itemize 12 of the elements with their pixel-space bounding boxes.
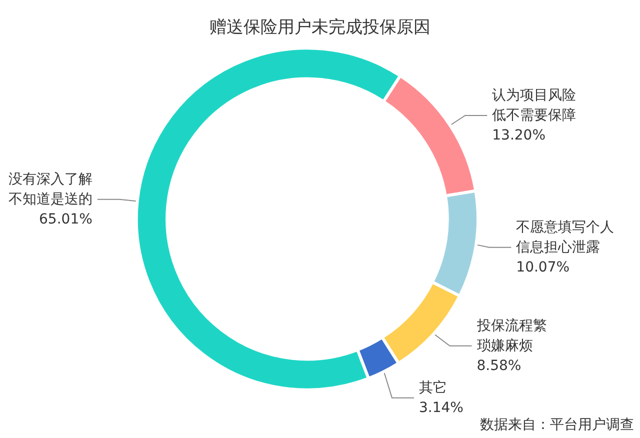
- data-label: 8.58%: [476, 358, 522, 374]
- data-label: 10.07%: [516, 259, 570, 276]
- text: 数据来自：平台用户调查: [480, 417, 634, 433]
- slice-label: 其它: [419, 380, 448, 396]
- slice-label: 投保流程繁琐嫌麻烦: [476, 318, 547, 354]
- slice-label: 不愿意填写个人信息担心泄露: [516, 219, 614, 256]
- slice-label: 认为项目风险低不需要保障: [492, 88, 576, 124]
- data-label: 3.14%: [419, 400, 464, 416]
- slice-label: 没有深入了解不知道是送的: [8, 171, 92, 208]
- chart-title: 赠送保险用户未完成投保原因: [210, 18, 430, 38]
- data-label: 65.01%: [39, 211, 92, 228]
- data-label: 13.20%: [492, 128, 546, 144]
